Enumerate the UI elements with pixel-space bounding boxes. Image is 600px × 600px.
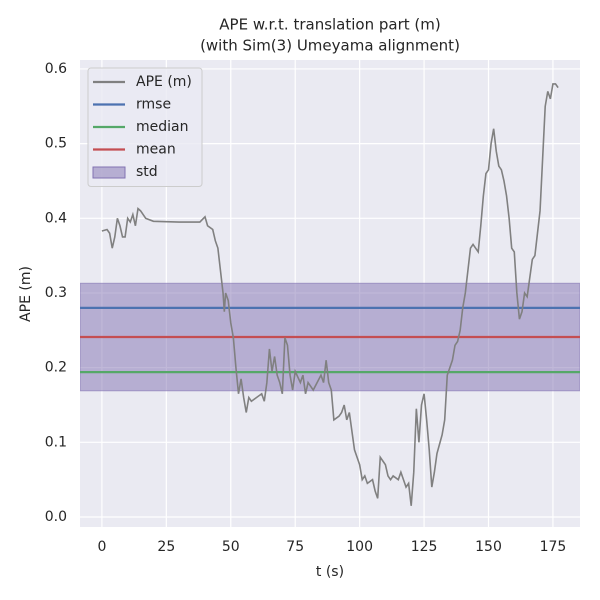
y-tick-label: 0.6	[45, 61, 67, 77]
legend-label: APE (m)	[136, 74, 192, 90]
chart-subtitle: (with Sim(3) Umeyama alignment)	[200, 37, 460, 55]
y-axis-label: APE (m)	[18, 266, 34, 322]
x-tick-label: 25	[157, 539, 175, 555]
legend-label: rmse	[136, 97, 171, 113]
y-tick-label: 0.5	[45, 136, 67, 152]
y-tick-label: 0.2	[45, 360, 67, 376]
x-tick-label: 125	[411, 539, 438, 555]
legend-swatch	[92, 166, 126, 179]
ape-line	[101, 83, 559, 506]
y-tick-label: 0.1	[45, 434, 67, 450]
plot	[80, 83, 580, 506]
legend-box	[87, 67, 203, 187]
x-axis-label: t (s)	[316, 564, 344, 580]
x-tick-label: 175	[540, 539, 567, 555]
x-tick-label: 50	[222, 539, 240, 555]
legend-label: mean	[136, 142, 176, 158]
y-tick-label: 0.4	[45, 210, 67, 226]
x-tick-label: 100	[346, 539, 373, 555]
y-tick-label: 0.0	[45, 509, 67, 525]
x-tick-label: 0	[97, 539, 106, 555]
y-tick-label: 0.3	[45, 285, 67, 301]
x-tick-label: 75	[286, 539, 304, 555]
legend-label: median	[136, 119, 188, 135]
legend-label: std	[136, 164, 158, 180]
x-tick-label: 150	[475, 539, 502, 555]
chart-title: APE w.r.t. translation part (m)	[219, 16, 440, 34]
